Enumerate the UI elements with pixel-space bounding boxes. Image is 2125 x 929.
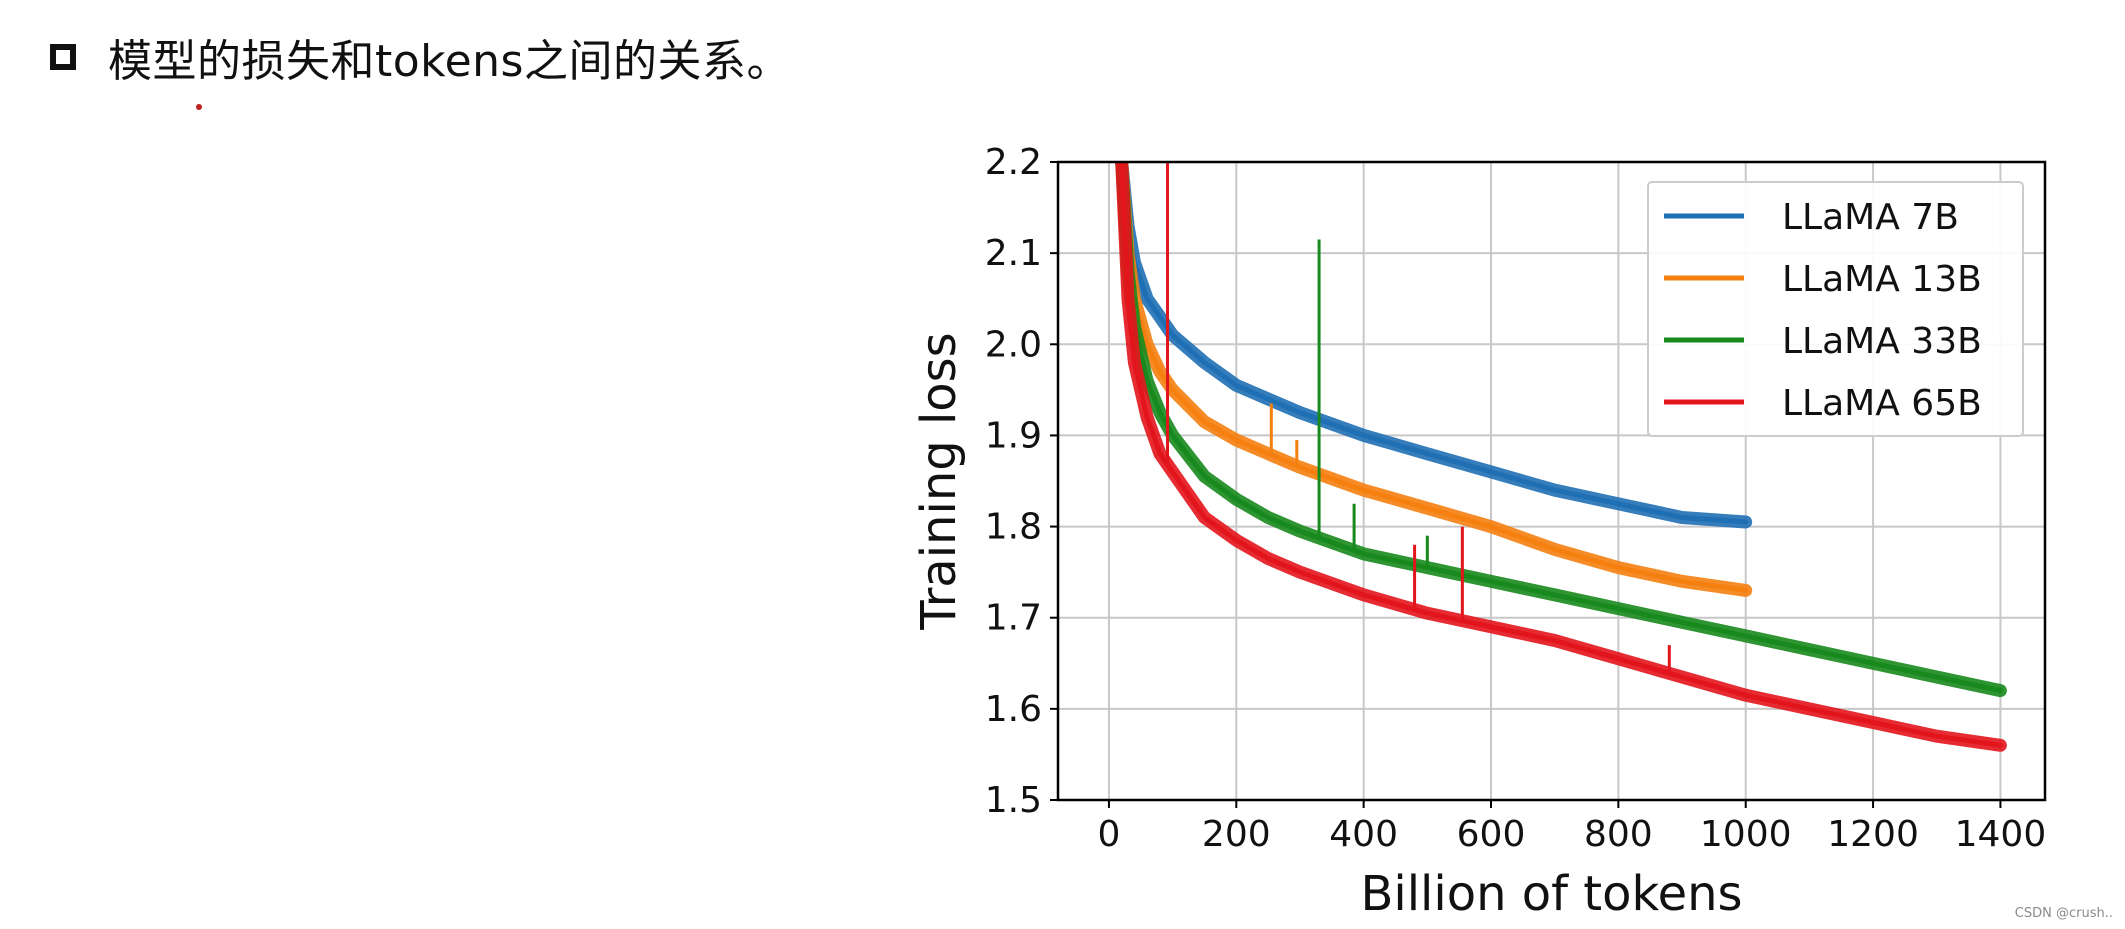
heading-row: 模型的损失和tokens之间的关系。 xyxy=(50,22,791,92)
legend-label: LLaMA 65B xyxy=(1782,383,1982,424)
x-axis-label: Billion of tokens xyxy=(1360,866,1742,922)
x-tick-label: 200 xyxy=(1202,814,1271,855)
checkbox-bullet-icon xyxy=(50,44,76,70)
legend-label: LLaMA 7B xyxy=(1782,197,1959,238)
legend-label: LLaMA 13B xyxy=(1782,259,1982,300)
y-tick-label: 2.1 xyxy=(985,233,1042,274)
series-core-llama-7b xyxy=(1119,162,1749,525)
x-tick-label: 0 xyxy=(1097,814,1120,855)
series-core-llama-65b xyxy=(1119,162,2003,748)
legend: LLaMA 7B LLaMA 13B LLaMA 33B LLaMA 65B xyxy=(1647,181,2024,437)
legend-box xyxy=(1647,181,2024,437)
legend-label: LLaMA 33B xyxy=(1782,321,1982,362)
x-tick-label: 1200 xyxy=(1827,814,1919,855)
y-tick-label: 1.5 xyxy=(985,780,1042,821)
slide-heading: 模型的损失和tokens之间的关系。 xyxy=(108,36,791,87)
x-tick-label: 600 xyxy=(1457,814,1526,855)
y-tick-label: 2.0 xyxy=(985,324,1042,365)
x-tick-label: 1400 xyxy=(1955,814,2047,855)
y-tick-label: 1.6 xyxy=(985,689,1042,730)
y-tick-label: 1.7 xyxy=(985,598,1042,639)
y-tick-label: 1.8 xyxy=(985,507,1042,548)
x-tick-label: 400 xyxy=(1329,814,1398,855)
y-axis-label: Training loss xyxy=(911,332,967,630)
x-tick-label: 800 xyxy=(1584,814,1653,855)
plot-frame xyxy=(1056,160,2047,802)
y-tick-label: 1.9 xyxy=(985,415,1042,456)
series-core-llama-13b xyxy=(1119,162,1749,593)
x-tick-label: 1000 xyxy=(1700,814,1792,855)
plot-lines xyxy=(1115,162,2007,752)
watermark: CSDN @crush.. xyxy=(2014,906,2113,921)
laser-pointer-dot xyxy=(196,104,202,110)
series-core-llama-33b xyxy=(1119,162,2003,694)
y-tick-label: 2.2 xyxy=(985,142,1042,183)
